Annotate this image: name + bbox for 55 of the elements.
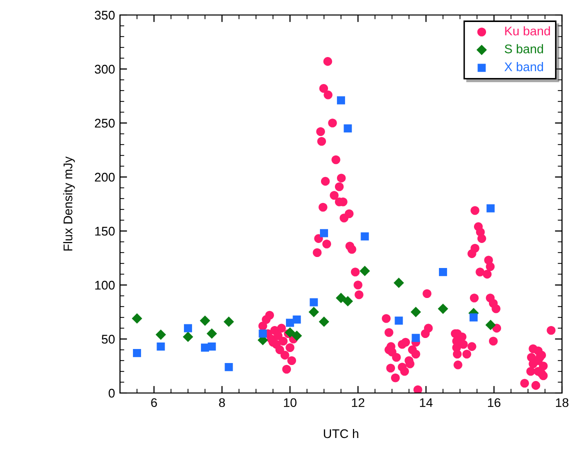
legend-label: X band: [504, 62, 543, 72]
point: [206, 328, 217, 339]
point: [258, 330, 267, 338]
point: [336, 292, 346, 304]
point: [394, 316, 403, 325]
point: [360, 232, 369, 240]
point: [224, 316, 234, 327]
point: [336, 96, 346, 104]
point: [470, 313, 478, 322]
y-tick-label: 50: [102, 334, 115, 344]
point: [224, 363, 233, 372]
point: [286, 318, 294, 327]
point: [342, 296, 353, 306]
y-axis-title: Flux Density mJy: [63, 156, 75, 251]
legend-label: S band: [504, 44, 543, 54]
x-axis-title: UTC h: [324, 428, 358, 438]
y-tick-label: 250: [94, 118, 115, 128]
y-tick-label: 0: [108, 388, 115, 398]
y-tick-label: 350: [94, 10, 115, 20]
y-tick-label: 150: [95, 226, 115, 236]
point: [284, 327, 296, 338]
point: [412, 334, 420, 342]
point: [485, 320, 496, 330]
x-tick-label: 18: [556, 398, 568, 408]
point: [184, 324, 192, 332]
point: [344, 124, 352, 132]
point: [292, 316, 301, 324]
point: [360, 266, 370, 276]
point: [486, 204, 495, 212]
point: [310, 298, 318, 306]
point: [438, 268, 448, 276]
x-tick-label: 6: [151, 398, 157, 408]
x-tick-label: 8: [219, 398, 225, 408]
legend-label: Ku band: [505, 26, 550, 36]
point: [156, 342, 165, 351]
point: [156, 329, 166, 340]
point: [308, 306, 319, 318]
x-tick-label: 10: [284, 398, 296, 408]
x-tick-label: 12: [352, 398, 364, 407]
y-tick-label: 200: [94, 172, 115, 182]
point: [410, 306, 421, 318]
x-tick-label: 14: [420, 398, 433, 407]
point: [132, 313, 142, 324]
point: [318, 316, 330, 327]
y-tick-label: 300: [94, 64, 115, 74]
point: [208, 342, 216, 351]
point: [394, 278, 404, 288]
point: [132, 348, 142, 358]
point: [438, 304, 448, 314]
point: [182, 332, 194, 342]
point: [200, 315, 210, 326]
x-tick-label: 16: [488, 398, 500, 408]
point: [292, 330, 302, 341]
point: [320, 229, 328, 238]
y-tick-label: 100: [95, 280, 115, 290]
